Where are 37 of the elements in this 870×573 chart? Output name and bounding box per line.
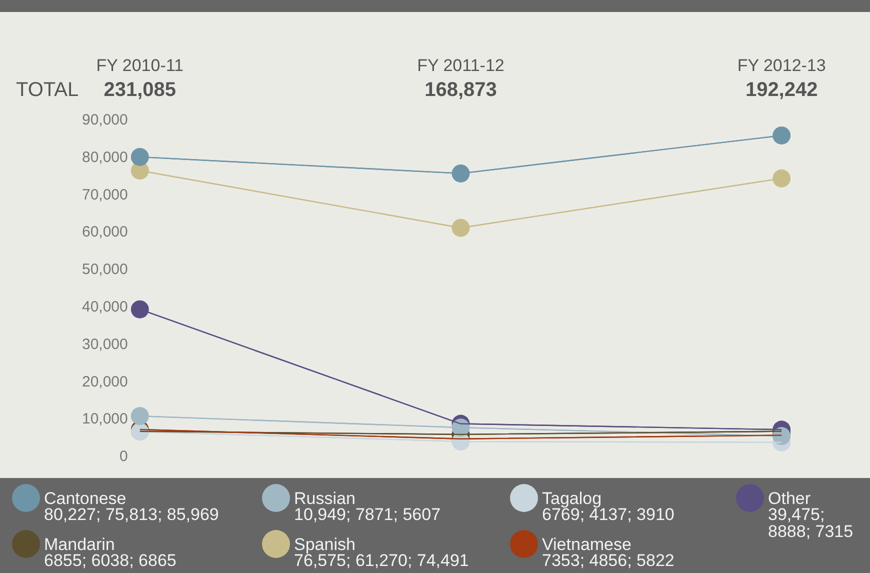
x-tick-label: FY 2010-11: [96, 56, 184, 75]
y-tick-label: 60,000: [82, 224, 128, 241]
x-tick-label: FY 2011-12: [417, 56, 504, 75]
legend-label: Vietnamese: [542, 534, 632, 554]
y-tick-label: 80,000: [82, 148, 128, 166]
text: 7353; 4856; 5822: [542, 551, 674, 570]
legend-label: Mandarin: [44, 534, 115, 554]
text: 10,949; 7871; 5607: [294, 505, 441, 524]
point: [452, 164, 470, 182]
y-tick-label: 10,000: [82, 410, 128, 428]
x-tick-label: FY 2012-13: [737, 56, 826, 75]
text: 168,873: [424, 78, 497, 101]
point: [130, 407, 149, 426]
y-tick-label: 20,000: [82, 373, 128, 390]
text: 231,085: [104, 78, 176, 101]
y-tick-label: 90,000: [82, 112, 128, 129]
point: [452, 218, 470, 237]
text: 39,475; 8888; 7315: [768, 505, 854, 541]
point: [772, 169, 791, 188]
point: [130, 300, 149, 318]
text: 80,227; 75,813; 85,969: [44, 505, 219, 524]
y-tick-label: 0: [120, 448, 128, 466]
point: [130, 148, 149, 166]
legend-label: Spanish: [294, 534, 356, 554]
y-tick-label: 40,000: [82, 298, 128, 316]
y-tick-label: 50,000: [82, 261, 128, 278]
legend-label: Cantonese: [44, 488, 126, 508]
text: 192,242: [745, 78, 818, 101]
legend-label: Other: [768, 488, 811, 508]
point: [772, 126, 791, 144]
legend-label: Russian: [294, 488, 356, 508]
text: TOTAL: [16, 78, 79, 101]
y-tick-label: 70,000: [82, 186, 128, 204]
y-tick-label: 30,000: [82, 336, 128, 353]
text: 6855; 6038; 6865: [44, 551, 176, 570]
legend-label: Tagalog: [542, 488, 602, 508]
text: 76,575; 61,270; 74,491: [294, 551, 469, 570]
